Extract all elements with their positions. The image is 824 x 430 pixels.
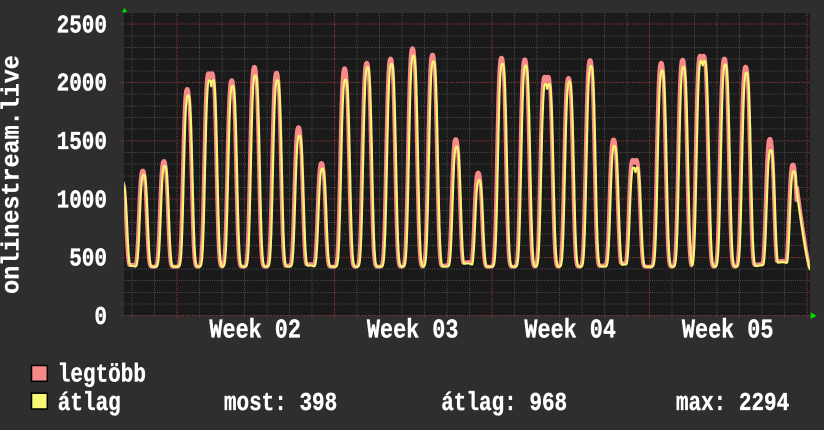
svg-text:most: 398: most: 398 (224, 389, 337, 419)
svg-text:0: 0 (94, 303, 107, 333)
svg-text:átlag: átlag (58, 389, 121, 419)
svg-text:legtöbb: legtöbb (58, 360, 146, 390)
svg-text:átlag: 968: átlag: 968 (441, 389, 567, 419)
svg-text:1000: 1000 (57, 186, 107, 216)
svg-text:500: 500 (69, 245, 107, 275)
svg-text:2000: 2000 (57, 70, 107, 100)
svg-text:Week 04: Week 04 (524, 317, 616, 347)
svg-text:max: 2294: max: 2294 (676, 389, 789, 419)
svg-text:Week 03: Week 03 (367, 317, 459, 347)
svg-text:Week 02: Week 02 (209, 317, 301, 347)
svg-text:Week 05: Week 05 (682, 317, 774, 347)
svg-text:2500: 2500 (57, 11, 107, 41)
svg-text:onlinestream.live: onlinestream.live (0, 55, 27, 294)
svg-text:1500: 1500 (57, 128, 107, 158)
